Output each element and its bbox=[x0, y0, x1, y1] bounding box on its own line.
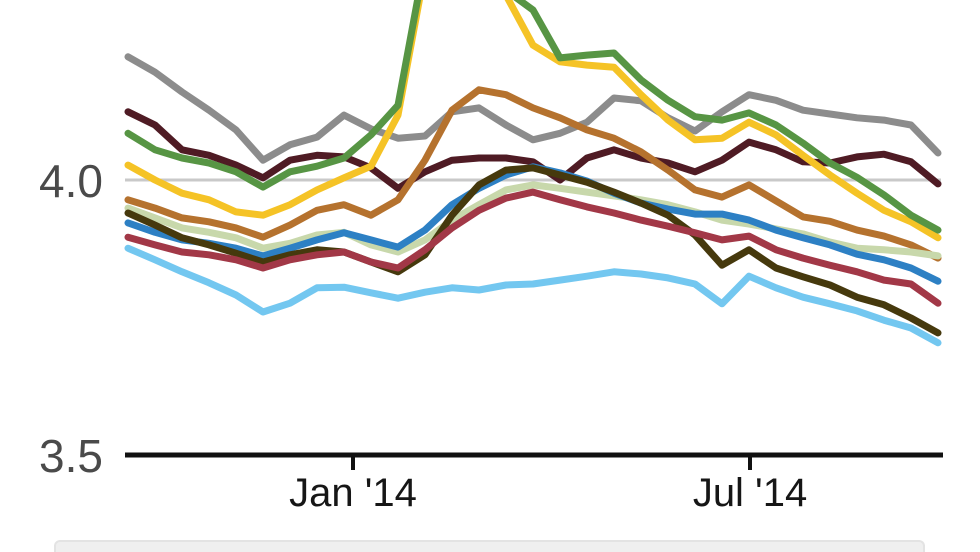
line-gray bbox=[124, 53, 942, 164]
line-maroon bbox=[124, 108, 942, 192]
x-tick-label-jul14: Jul '14 bbox=[693, 471, 807, 515]
line-dark-olive bbox=[124, 164, 942, 337]
line-light-blue bbox=[124, 244, 942, 347]
line-crimson bbox=[124, 188, 942, 307]
line-pale-green bbox=[124, 181, 942, 260]
x-tick-label-jan14: Jan '14 bbox=[289, 471, 417, 515]
line-green bbox=[124, 0, 942, 234]
line-orange bbox=[124, 86, 942, 262]
y-tick-label-3.5: 3.5 bbox=[39, 430, 103, 482]
line-yellow bbox=[124, 0, 942, 242]
series-lines bbox=[124, 0, 942, 347]
legend-panel-cropped bbox=[54, 540, 925, 552]
y-tick-label-4.0: 4.0 bbox=[39, 155, 103, 207]
